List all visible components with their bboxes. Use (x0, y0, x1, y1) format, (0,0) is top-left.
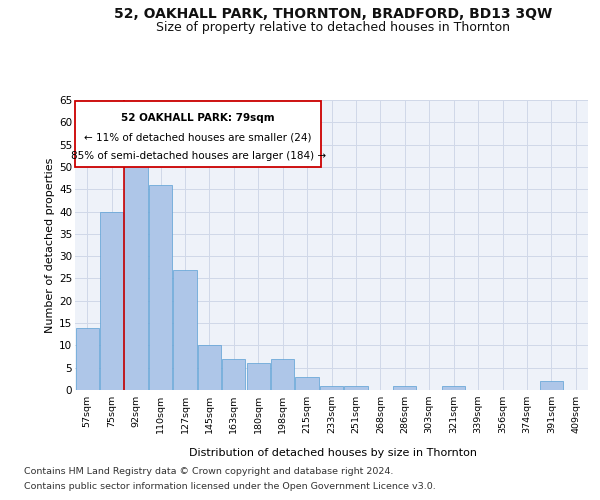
Bar (222, 359, 245, 390)
Bar (442, 386, 465, 390)
Text: Contains public sector information licensed under the Open Government Licence v3: Contains public sector information licen… (24, 482, 436, 491)
Bar (295, 376, 319, 390)
Bar (344, 386, 368, 390)
Bar (271, 359, 294, 390)
Bar (540, 381, 563, 390)
Bar (198, 346, 221, 390)
Text: Contains HM Land Registry data © Crown copyright and database right 2024.: Contains HM Land Registry data © Crown c… (24, 467, 394, 476)
Bar (173, 270, 197, 390)
FancyBboxPatch shape (75, 102, 321, 166)
Bar (124, 162, 148, 390)
Text: 52 OAKHALL PARK: 79sqm: 52 OAKHALL PARK: 79sqm (121, 114, 275, 124)
Bar (149, 185, 172, 390)
Text: 85% of semi-detached houses are larger (184) →: 85% of semi-detached houses are larger (… (71, 151, 326, 161)
Bar (247, 363, 270, 390)
Text: 52, OAKHALL PARK, THORNTON, BRADFORD, BD13 3QW: 52, OAKHALL PARK, THORNTON, BRADFORD, BD… (114, 8, 552, 22)
Bar (320, 386, 343, 390)
Bar (393, 386, 416, 390)
Text: Size of property relative to detached houses in Thornton: Size of property relative to detached ho… (156, 21, 510, 34)
Bar (76, 328, 99, 390)
Bar (100, 212, 123, 390)
Text: Distribution of detached houses by size in Thornton: Distribution of detached houses by size … (189, 448, 477, 458)
Text: ← 11% of detached houses are smaller (24): ← 11% of detached houses are smaller (24… (85, 132, 312, 142)
Y-axis label: Number of detached properties: Number of detached properties (45, 158, 55, 332)
